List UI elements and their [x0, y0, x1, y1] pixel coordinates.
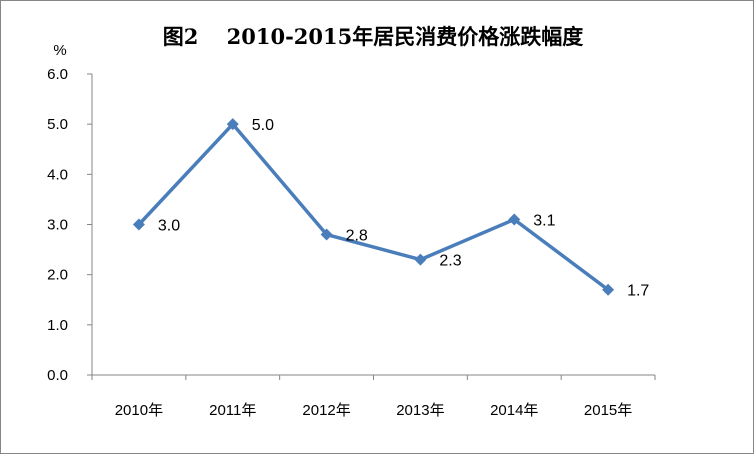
x-tick-label: 2010年 — [115, 402, 163, 419]
data-label: 1.7 — [627, 283, 649, 300]
data-labels-group: 3.0 5.0 2.8 2.3 3.1 1.7 — [158, 117, 650, 300]
data-point-marker — [320, 228, 333, 241]
x-tick-label: 2015年 — [584, 402, 632, 419]
data-point-marker — [132, 218, 145, 231]
data-label: 3.1 — [533, 212, 555, 229]
series-line — [137, 122, 610, 292]
x-tick-label: 2012年 — [302, 402, 350, 419]
axes: 0.0 1.0 2.0 3.0 4.0 5.0 6.0 2010年 2011年 2012年 2013… — [47, 66, 656, 419]
data-point-marker — [602, 283, 615, 296]
data-label: 3.0 — [158, 218, 180, 235]
data-point-marker — [414, 253, 427, 266]
data-label: 2.3 — [439, 253, 461, 270]
y-tick-label: 0.0 — [47, 367, 68, 384]
data-point-marker — [508, 213, 521, 226]
data-label: 2.8 — [346, 228, 368, 245]
y-axis-unit-label: % — [53, 42, 66, 59]
x-tick-label: 2011年 — [209, 402, 256, 419]
data-label: 5.0 — [252, 117, 274, 134]
chart-title: 图2 2010-2015年居民消费价格涨跌幅度 — [163, 24, 584, 49]
x-tick-label: 2013年 — [396, 402, 444, 419]
y-tick-label: 2.0 — [47, 267, 68, 284]
y-tick-label: 3.0 — [47, 217, 68, 234]
series-group — [132, 118, 615, 296]
y-tick-label: 5.0 — [47, 116, 68, 133]
y-tick-label: 6.0 — [47, 66, 68, 83]
x-tick-label: 2014年 — [490, 402, 538, 419]
y-tick-label: 1.0 — [47, 317, 68, 334]
data-point-marker — [226, 118, 239, 131]
y-tick-label: 4.0 — [47, 166, 68, 183]
